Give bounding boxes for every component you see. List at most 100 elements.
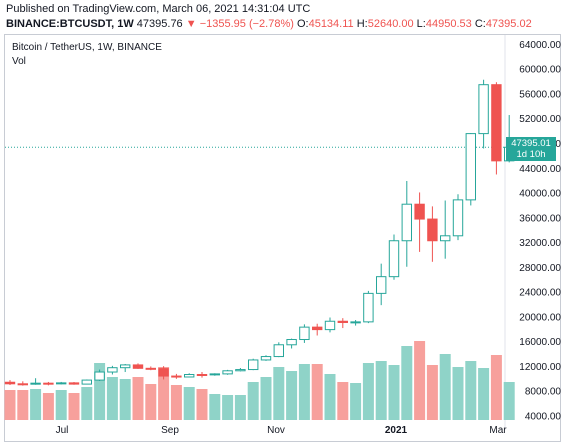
volume-bar bbox=[324, 374, 336, 420]
candle-body bbox=[17, 383, 28, 386]
volume-bar bbox=[81, 387, 93, 420]
candle-body bbox=[68, 382, 80, 385]
y-tick-label: 64000.00 bbox=[519, 40, 561, 51]
volume-bar bbox=[260, 377, 272, 420]
candle-body bbox=[401, 203, 413, 242]
y-tick-label: 40000.00 bbox=[519, 189, 561, 200]
y-tick-label: 12000.00 bbox=[519, 362, 561, 373]
volume-bar bbox=[132, 377, 144, 420]
volume-bar bbox=[350, 383, 362, 420]
volume-bar bbox=[401, 346, 413, 420]
candle-body bbox=[337, 320, 349, 323]
volume-bar bbox=[286, 371, 298, 420]
candle-body bbox=[260, 356, 272, 361]
last-price: 47395.76 bbox=[136, 18, 183, 30]
symbol-label: BINANCE:BTCUSDT, 1W bbox=[6, 18, 134, 30]
candle-body bbox=[107, 367, 118, 373]
y-tick-label: 20000.00 bbox=[519, 312, 561, 323]
volume-bar bbox=[414, 341, 426, 420]
price-tag-value: 47395.01 bbox=[511, 138, 551, 149]
y-tick-label: 52000.00 bbox=[519, 114, 561, 125]
candle-body bbox=[350, 321, 361, 324]
volume-bar bbox=[298, 364, 310, 420]
candle-body bbox=[440, 235, 451, 242]
candle-body bbox=[414, 203, 425, 220]
x-tick-label: Mar bbox=[489, 425, 507, 436]
candle-body bbox=[286, 339, 297, 346]
volume-bar bbox=[465, 361, 477, 420]
candle-body bbox=[132, 364, 144, 369]
down-triangle-icon: ▼ bbox=[185, 18, 197, 30]
pane-title: Bitcoin / TetherUS, 1W, BINANCE bbox=[12, 42, 162, 53]
price-change: −1355.95 (−2.78%) bbox=[199, 18, 294, 30]
volume-bar bbox=[222, 395, 234, 420]
volume-bar bbox=[30, 389, 42, 420]
close-value: 47395.02 bbox=[485, 18, 532, 30]
candle-body bbox=[427, 218, 438, 242]
low-value: 44950.53 bbox=[425, 18, 472, 30]
candle-body bbox=[235, 369, 246, 372]
volume-bar bbox=[196, 389, 208, 420]
high-label: H: bbox=[356, 18, 368, 30]
open-label: O: bbox=[296, 18, 309, 30]
y-tick-label: 8000.00 bbox=[525, 387, 562, 398]
volume-bar bbox=[311, 364, 323, 420]
volume-bar bbox=[183, 387, 195, 420]
volume-bar bbox=[247, 382, 259, 420]
low-label: L: bbox=[416, 18, 426, 30]
y-tick-label: 28000.00 bbox=[519, 263, 561, 274]
candle-body bbox=[248, 359, 259, 371]
candle-body bbox=[209, 373, 221, 376]
x-tick-label: Nov bbox=[267, 425, 285, 436]
high-value: 52640.00 bbox=[367, 18, 414, 30]
volume-bar bbox=[503, 382, 515, 420]
y-tick-label: 24000.00 bbox=[519, 288, 561, 299]
candle-body bbox=[299, 326, 310, 341]
volume-bar bbox=[68, 393, 80, 420]
y-tick-label: 36000.00 bbox=[519, 213, 561, 224]
volume-bar bbox=[209, 394, 221, 420]
volume-bar bbox=[94, 363, 106, 420]
candle-body bbox=[171, 375, 182, 378]
open-value: 45134.11 bbox=[308, 18, 354, 30]
candle-body bbox=[465, 133, 477, 201]
y-tick-label: 44000.00 bbox=[519, 164, 561, 175]
candle-body bbox=[158, 368, 169, 377]
candle-body bbox=[4, 381, 16, 385]
candle-body bbox=[363, 292, 374, 323]
candle-body bbox=[120, 364, 131, 369]
volume-bar bbox=[273, 367, 285, 420]
volume-bar bbox=[337, 382, 349, 420]
candle-body bbox=[30, 382, 41, 385]
x-tick-label: Sep bbox=[161, 425, 179, 436]
y-tick-label: 4000.00 bbox=[525, 412, 562, 423]
candle-body bbox=[196, 374, 208, 377]
candle-body bbox=[94, 371, 105, 381]
volume-bar bbox=[490, 355, 502, 420]
volume-bar bbox=[17, 390, 29, 420]
candle-body bbox=[184, 374, 195, 378]
volume-bar bbox=[55, 390, 67, 420]
volume-bar bbox=[439, 354, 451, 420]
volume-bar bbox=[42, 393, 54, 420]
volume-bar bbox=[426, 365, 438, 420]
candle-body bbox=[222, 370, 233, 375]
candle-body bbox=[478, 84, 489, 135]
volume-bar bbox=[158, 367, 170, 420]
chart-frame bbox=[4, 34, 561, 442]
volume-bar bbox=[106, 377, 118, 420]
published-note: Published on TradingView.com, March 06, … bbox=[6, 3, 311, 15]
volume-bar bbox=[4, 390, 16, 420]
volume-bar bbox=[234, 395, 246, 420]
volume-bar bbox=[170, 385, 182, 420]
candle-body bbox=[388, 240, 400, 278]
close-label: C: bbox=[474, 18, 486, 30]
candle-body bbox=[452, 199, 464, 237]
candle-body bbox=[324, 320, 336, 331]
volume-bar bbox=[145, 384, 157, 420]
candle-body bbox=[56, 382, 67, 385]
current-price-tag: 47395.01 1d 10h bbox=[506, 137, 556, 161]
candle-body bbox=[376, 276, 387, 294]
y-tick-label: 32000.00 bbox=[519, 238, 561, 249]
